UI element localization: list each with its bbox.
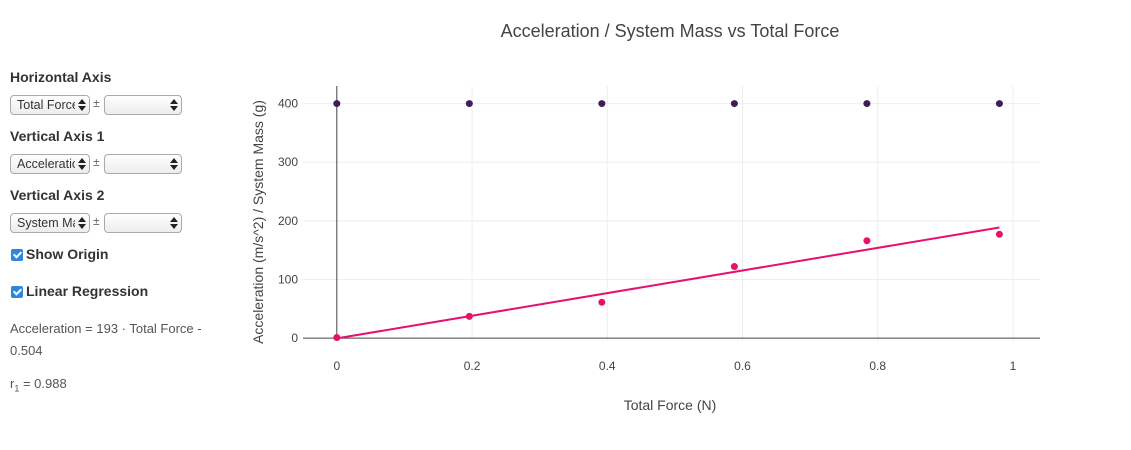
data-point-series-2: [465, 100, 473, 108]
plus-minus-label: ±: [93, 155, 100, 169]
y-tick-label: 0: [291, 331, 298, 345]
chart-title: Acceleration / System Mass vs Total Forc…: [501, 21, 840, 41]
horizontal-axis-row: Total Force ±: [10, 95, 185, 117]
data-point-series-2: [730, 100, 738, 108]
ticks: 0 0.2 0.4 0.6 0.8 1 0 100 200 300 400: [278, 97, 1017, 373]
data-point-series-2: [863, 100, 871, 108]
vertical-axis-2-uncertainty-select[interactable]: [104, 213, 182, 233]
r-subscript: 1: [14, 383, 20, 394]
data-point-series-2: [598, 100, 606, 108]
vertical-axis-1-row: Acceleration ±: [10, 154, 185, 176]
data-point-series-1: [863, 237, 871, 245]
r-label: r: [10, 376, 15, 391]
chevron-updown-icon: [78, 99, 86, 111]
x-tick-label: 0: [333, 359, 340, 373]
x-axis-label: Total Force (N): [624, 397, 717, 413]
y-tick-label: 300: [278, 155, 298, 169]
data-point-series-1: [995, 230, 1003, 238]
vertical-axis-2-select[interactable]: System Mass: [10, 213, 90, 233]
vertical-axis-2-select-value: System Mass: [17, 216, 75, 230]
y-tick-label: 200: [278, 214, 298, 228]
data-point-series-2: [995, 100, 1003, 108]
data-point-series-1: [333, 333, 341, 341]
chevron-updown-icon: [170, 217, 178, 229]
chevron-updown-icon: [170, 158, 178, 170]
linear-regression-label: Linear Regression: [26, 283, 149, 299]
grid: [303, 86, 1040, 341]
vertical-axis-1-uncertainty-select[interactable]: [104, 154, 182, 174]
vertical-axis-1-label: Vertical Axis 1: [10, 128, 105, 144]
vertical-axis-2-label: Vertical Axis 2: [10, 187, 105, 203]
axes: [303, 86, 1040, 341]
x-tick-label: 0.6: [734, 359, 751, 373]
horizontal-axis-select-value: Total Force: [17, 98, 75, 112]
show-origin-label: Show Origin: [26, 246, 109, 262]
data-point-series-2: [333, 100, 341, 108]
y-tick-label: 100: [278, 272, 298, 286]
vertical-axis-1-select[interactable]: Acceleration: [10, 154, 90, 174]
chevron-updown-icon: [78, 158, 86, 170]
regression-equation-line1: Acceleration = 193 · Total Force -: [10, 321, 202, 336]
x-tick-label: 0.2: [464, 359, 481, 373]
data-point-series-1: [730, 263, 738, 271]
data-point-series-1: [598, 298, 606, 306]
correlation-coefficient: r1 = 0.988: [10, 373, 225, 400]
y-axis-label: Acceleration (m/s^2) / System Mass (g): [250, 100, 266, 344]
horizontal-axis-label: Horizontal Axis: [10, 69, 112, 85]
checkbox-checked-icon: [11, 286, 23, 298]
regression-equation-line2: 0.504: [10, 343, 43, 358]
vertical-axis-1-select-value: Acceleration: [17, 157, 75, 171]
regression-line: [336, 226, 1000, 340]
plus-minus-label: ±: [93, 96, 100, 110]
chevron-updown-icon: [78, 217, 86, 229]
data-point-series-1: [465, 312, 473, 320]
x-tick-label: 1: [1010, 359, 1017, 373]
x-tick-label: 0.4: [599, 359, 616, 373]
x-tick-label: 0.8: [869, 359, 886, 373]
regression-equation: Acceleration = 193 · Total Force - 0.504: [10, 318, 225, 362]
checkbox-checked-icon: [11, 249, 23, 261]
marks: [333, 100, 1003, 341]
chevron-updown-icon: [170, 99, 178, 111]
horizontal-axis-select[interactable]: Total Force: [10, 95, 90, 115]
vertical-axis-2-row: System Mass ±: [10, 213, 185, 235]
horizontal-axis-uncertainty-select[interactable]: [104, 95, 182, 115]
y-tick-label: 400: [278, 97, 298, 111]
r-value: = 0.988: [19, 376, 67, 391]
plus-minus-label: ±: [93, 214, 100, 228]
